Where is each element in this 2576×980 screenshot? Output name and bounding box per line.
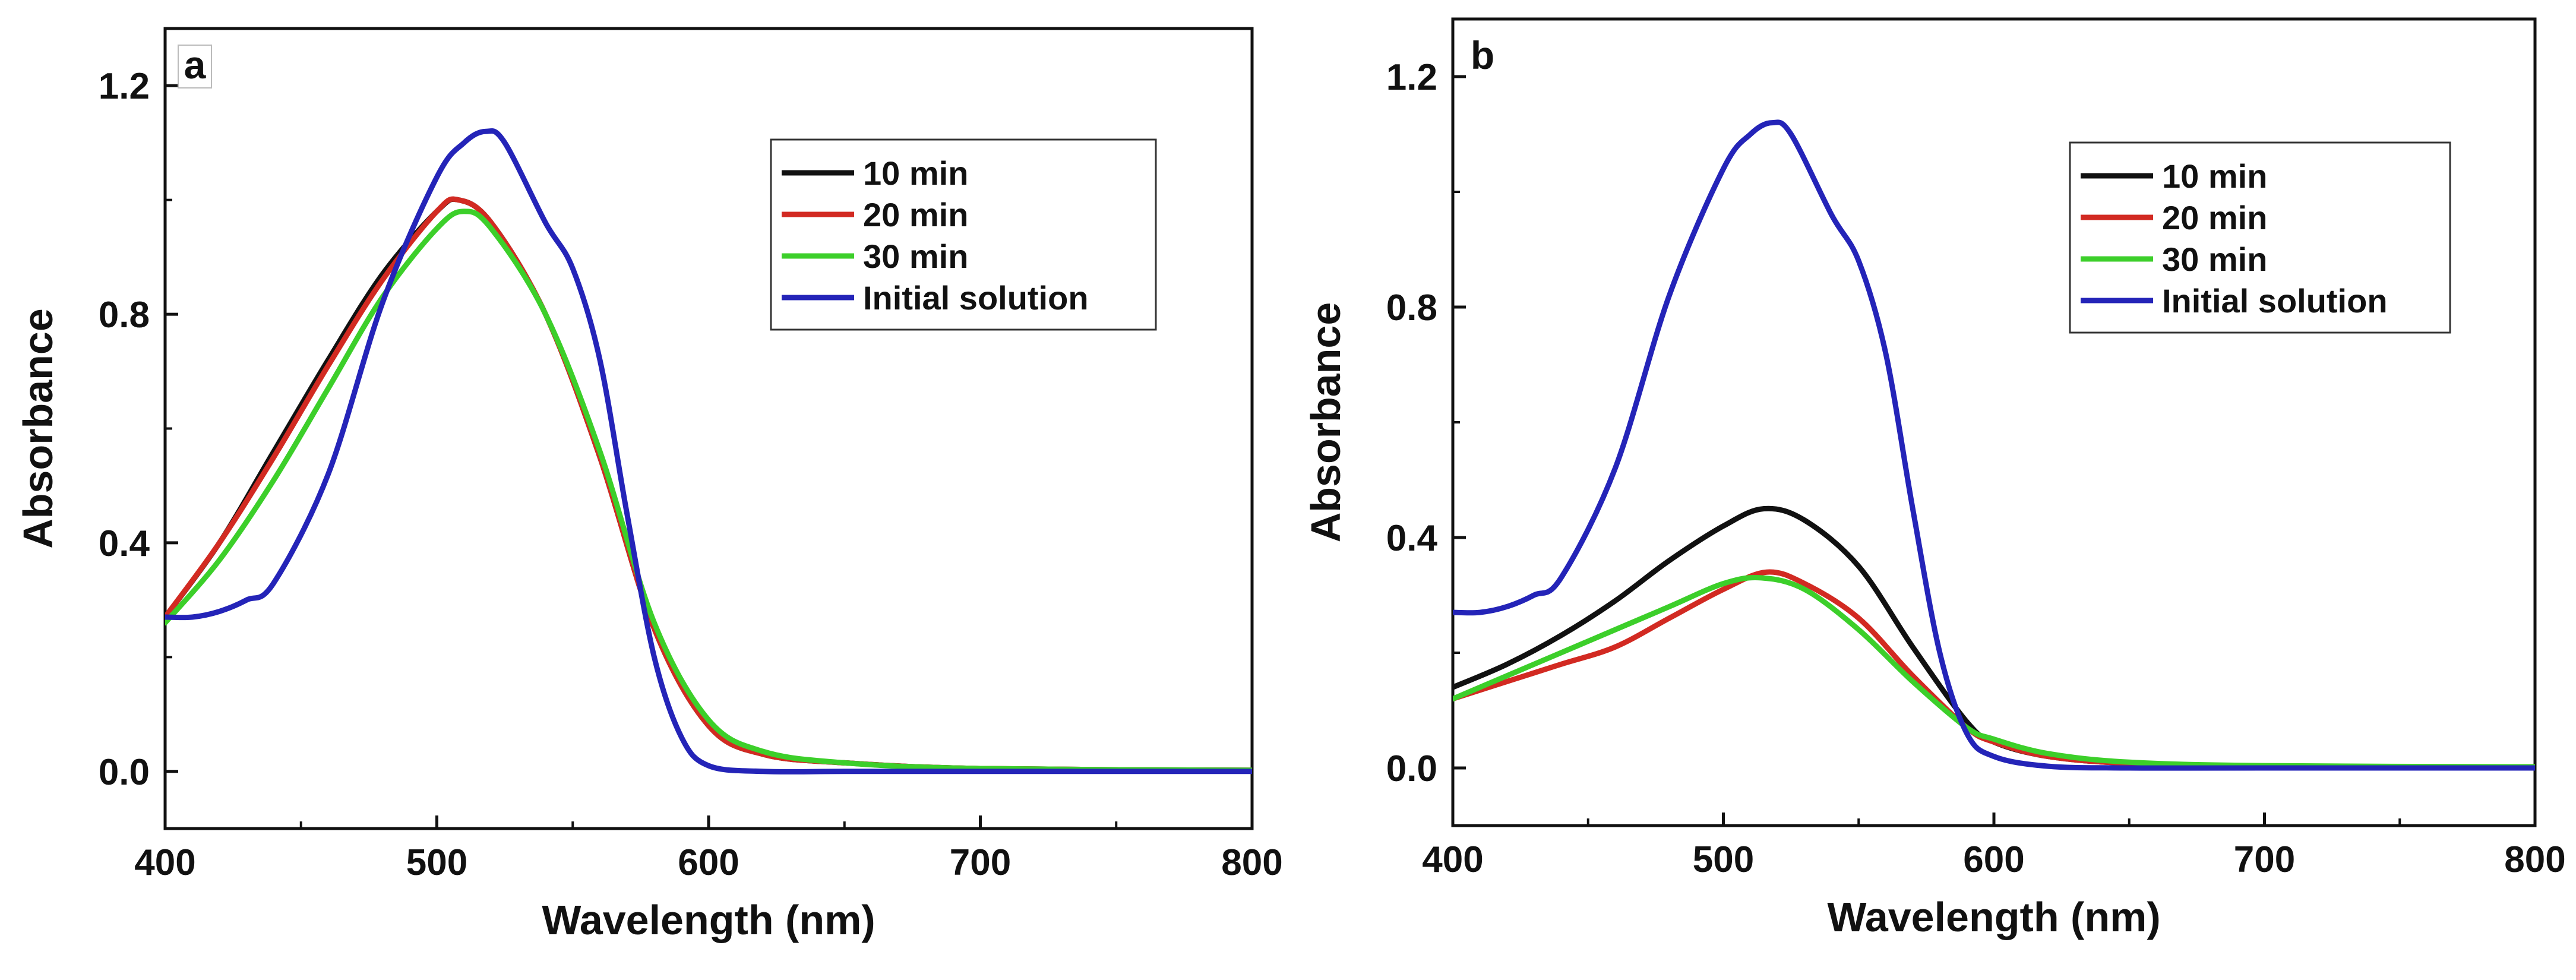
x-axis: 400 500 600 700 800 (134, 815, 1283, 883)
legend-label: Initial solution (2162, 282, 2388, 320)
series-line-initial-solution (165, 128, 1252, 775)
y-tick-label: 0.0 (1386, 748, 1437, 789)
panel-label: a (184, 43, 207, 87)
x-tick-label: 500 (406, 842, 467, 883)
plot-frame (1451, 17, 2537, 827)
x-axis-title: Wavelength (nm) (1827, 894, 2160, 940)
series-line-30-min (1453, 575, 2535, 770)
legend-label: Initial solution (863, 279, 1089, 317)
legend-label: 20 min (863, 196, 968, 233)
legend-label: 30 min (863, 238, 968, 275)
series-group (1453, 119, 2535, 771)
legend-label: 30 min (2162, 241, 2267, 278)
y-tick-label: 0.0 (99, 752, 150, 793)
y-tick-label: 0.4 (99, 523, 150, 564)
x-axis-title: Wavelength (nm) (542, 897, 875, 943)
x-tick-label: 800 (2504, 839, 2565, 880)
y-axis-title: Absorbance (1303, 302, 1349, 543)
y-axis-title: Absorbance (15, 308, 61, 549)
legend: 10 min 20 min 30 min Initial solution (2069, 141, 2451, 334)
x-tick-label: 800 (1221, 842, 1282, 883)
y-tick-label: 0.8 (99, 295, 150, 336)
series-line-initial-solution (1453, 119, 2535, 771)
panel-label-box (178, 45, 212, 88)
y-tick-label: 0.8 (1386, 287, 1437, 328)
panel-label: b (1471, 33, 1494, 77)
y-axis: 0.0 0.4 0.8 1.2 (99, 66, 178, 793)
series-group (165, 128, 1252, 775)
x-tick-label: 700 (2234, 839, 2295, 880)
x-tick-label: 500 (1693, 839, 1754, 880)
x-axis: 400 500 600 700 800 (1422, 813, 2566, 880)
x-tick-label: 700 (950, 842, 1011, 883)
legend: 10 min 20 min 30 min Initial solution (770, 138, 1157, 331)
x-tick-label: 600 (678, 842, 739, 883)
y-tick-label: 0.4 (1386, 518, 1438, 559)
y-tick-label: 1.2 (1386, 57, 1437, 98)
x-tick-label: 600 (1963, 839, 2024, 880)
x-tick-label: 400 (134, 842, 195, 883)
legend-label: 10 min (2162, 157, 2267, 195)
legend-label: 10 min (863, 154, 968, 192)
y-axis: 0.0 0.4 0.8 1.2 (1386, 57, 1466, 789)
panel-b: 400 500 600 700 800 0.0 0.4 0.8 1.2 Wavelength (n… (1303, 17, 2566, 940)
legend-label: 20 min (2162, 199, 2267, 236)
x-tick-label: 400 (1422, 839, 1483, 880)
y-tick-label: 1.2 (99, 66, 150, 107)
panel-a: 400 500 600 700 800 0.0 0.4 0.8 1.2 Wavelength (n… (15, 27, 1283, 943)
series-line-30-min (165, 208, 1252, 773)
